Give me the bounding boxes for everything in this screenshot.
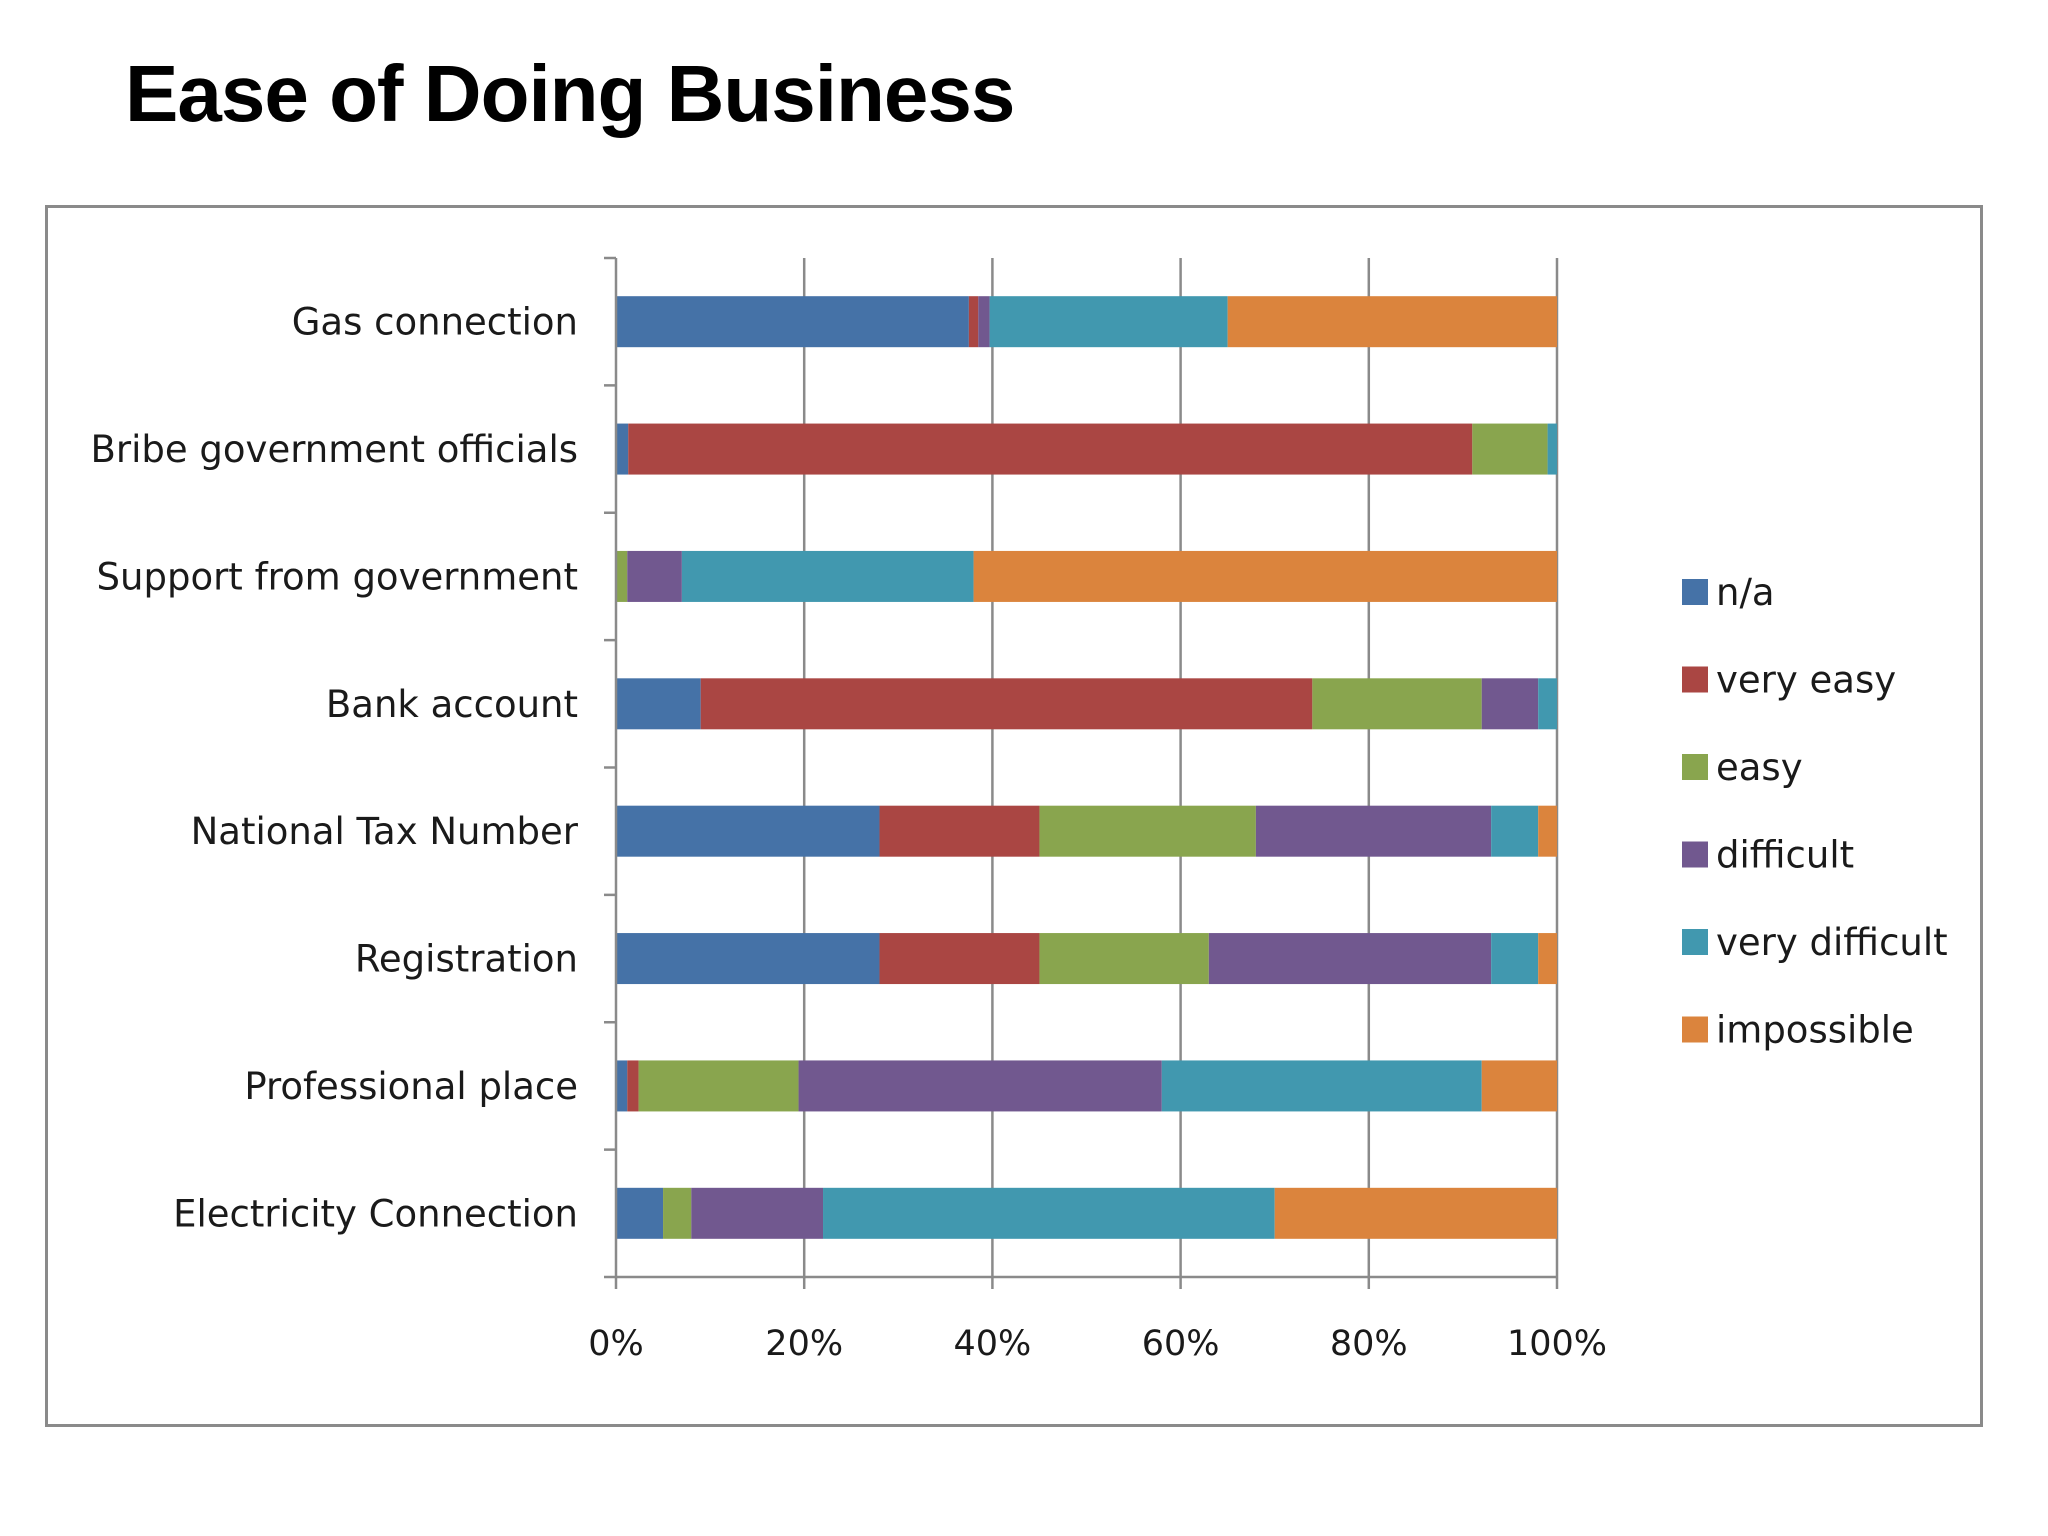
bar-segment (627, 550, 682, 602)
slide-title: Ease of Doing Business (125, 49, 1015, 138)
legend-label: very difficult (1716, 921, 1948, 964)
category-label: National Tax Number (191, 810, 579, 853)
bar-segment (616, 1060, 628, 1112)
legend-swatch (1682, 1016, 1708, 1043)
category-label: Registration (355, 938, 578, 981)
bar-segment (628, 423, 1473, 475)
bar-segment (1491, 933, 1539, 985)
bar-segment (879, 805, 1040, 857)
bar-segment (638, 1060, 799, 1112)
bar-segment (691, 1187, 824, 1239)
legend-swatch (1682, 841, 1708, 868)
bar-segment (973, 550, 1557, 602)
bar-segment (627, 1060, 639, 1112)
legend-swatch (1682, 666, 1708, 693)
category-label: Bribe government officials (91, 428, 578, 471)
bar-segment (1547, 423, 1557, 475)
bar-segment (616, 1187, 664, 1239)
bar-segment (1039, 805, 1256, 857)
bar-segment (1538, 678, 1557, 730)
bar-segment (616, 550, 628, 602)
category-label: Electricity Connection (173, 1192, 578, 1235)
x-tick-label: 80% (1330, 1324, 1408, 1364)
legend-label: n/a (1716, 571, 1775, 614)
bar-segment (1039, 933, 1209, 985)
bar-segment (1538, 805, 1557, 857)
category-label: Support from government (97, 555, 578, 598)
bar-segment (1227, 296, 1557, 348)
bar-segment (1481, 678, 1539, 730)
bar-segment (1208, 933, 1492, 985)
bar-segment (989, 296, 1228, 348)
bar-segment (1491, 805, 1539, 857)
bar-segment (616, 296, 969, 348)
bar-segment (1312, 678, 1482, 730)
bar-segment (700, 678, 1313, 730)
x-tick-label: 20% (765, 1324, 843, 1364)
x-tick-label: 100% (1507, 1324, 1607, 1364)
bar-segment (616, 423, 629, 475)
x-tick-label: 60% (1142, 1324, 1220, 1364)
category-label: Professional place (244, 1065, 578, 1108)
bar-segment (1161, 1060, 1482, 1112)
legend-label: impossible (1716, 1009, 1914, 1052)
bar-segment (968, 296, 979, 348)
bar-segment (1472, 423, 1548, 475)
bar-segment (616, 678, 701, 730)
bar-segment (1274, 1187, 1557, 1239)
bar-segment (1255, 805, 1492, 857)
legend-swatch (1682, 579, 1708, 605)
legend-label: difficult (1716, 834, 1854, 877)
legend-label: easy (1716, 746, 1803, 789)
bar-segment (823, 1187, 1275, 1239)
x-tick-label: 40% (954, 1324, 1032, 1364)
bar-segment (681, 550, 974, 602)
bar-segment (616, 933, 880, 985)
bar-segment (663, 1187, 692, 1239)
bar-segment (879, 933, 1040, 985)
legend-label: very easy (1716, 659, 1896, 702)
category-label: Bank account (326, 683, 578, 726)
bar-segment (616, 805, 880, 857)
bar-segment (798, 1060, 1162, 1112)
legend-swatch (1682, 754, 1708, 780)
bar-segment (1481, 1060, 1557, 1112)
chart-frame: Gas connection Bribe government officials… (45, 205, 1983, 1427)
bar-segment (978, 296, 990, 348)
category-label: Gas connection (292, 301, 578, 344)
bar-segment (1538, 933, 1557, 985)
legend-swatch (1682, 929, 1708, 955)
x-tick-label: 0% (588, 1324, 644, 1364)
stacked-bar-chart: Gas connection Bribe government officials… (91, 256, 1948, 1364)
